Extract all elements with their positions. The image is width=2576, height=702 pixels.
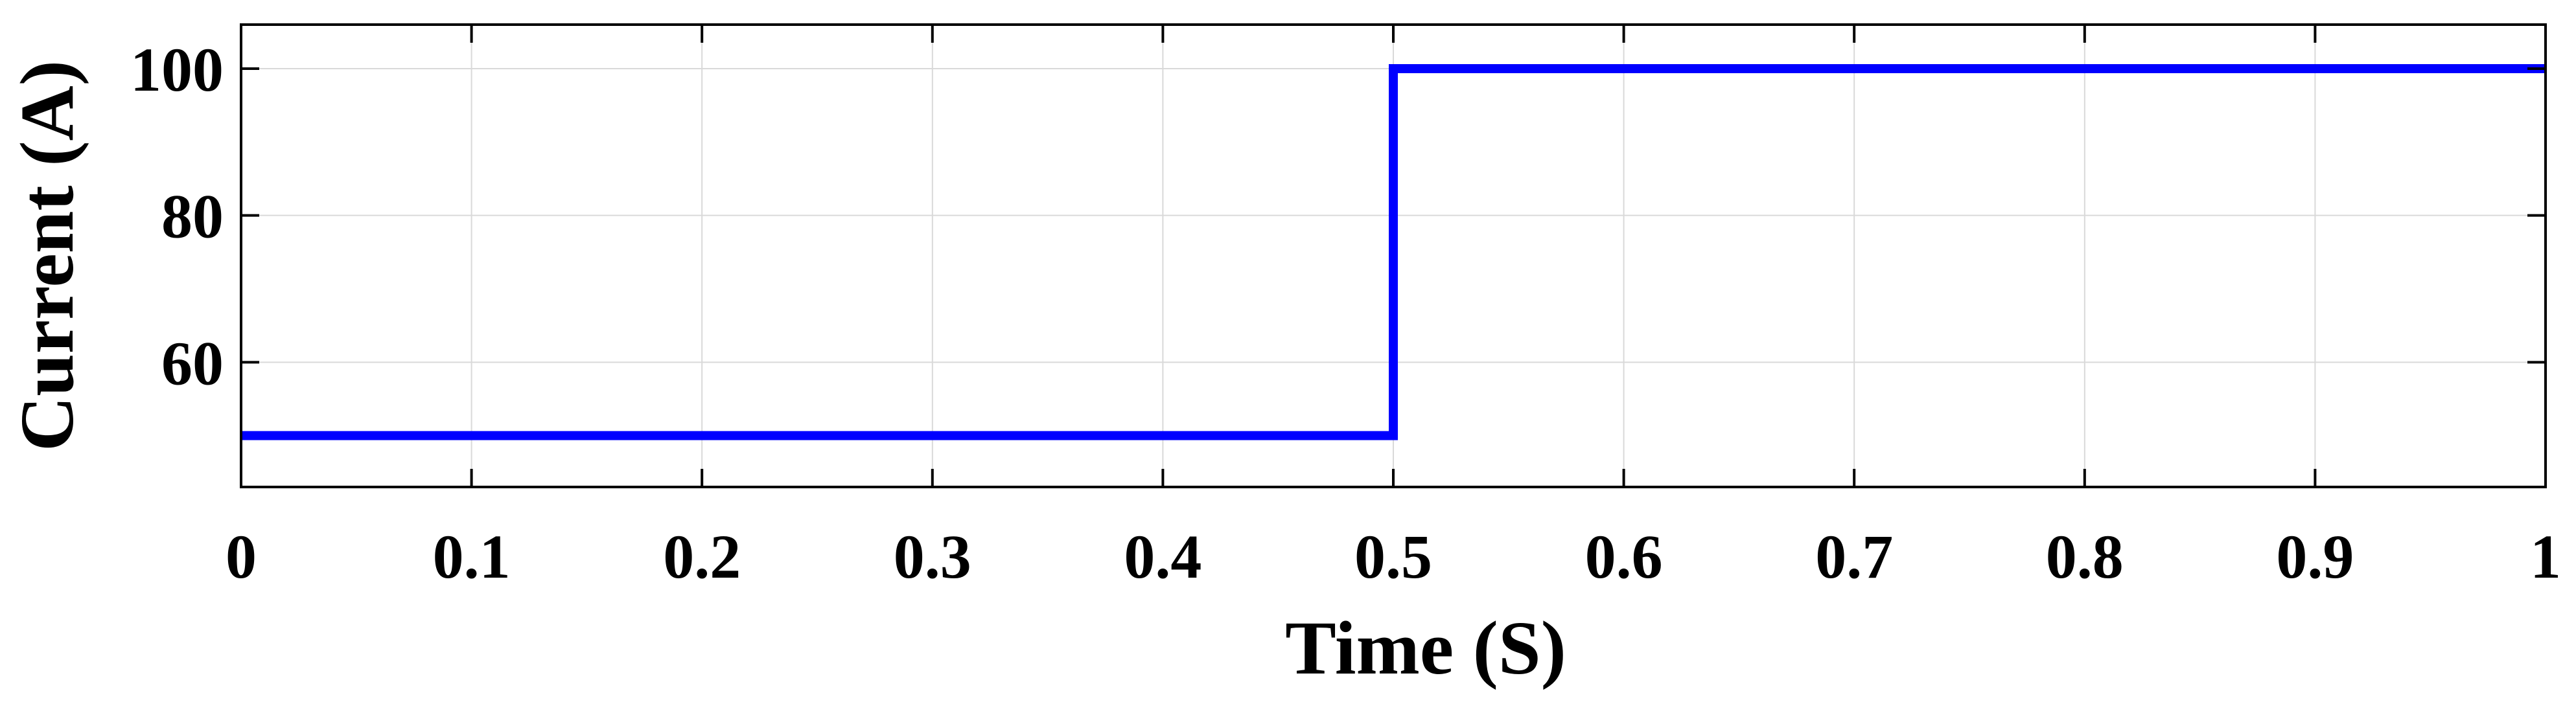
plot-series — [241, 64, 2546, 440]
x-tick-label: 1 — [2530, 522, 2561, 591]
current-series-line — [241, 64, 2546, 440]
axis-ticks: 0 0.1 0.2 0.3 0.4 0.5 0.6 0.7 0.8 0.9 1 60 80 100 — [130, 25, 2561, 591]
y-tick-label: 80 — [161, 182, 224, 251]
x-tick-label: 0.8 — [2046, 522, 2124, 591]
x-tick-label: 0.4 — [1124, 522, 1201, 591]
y-axis-label: Current (A) — [5, 60, 89, 451]
y-tick-label: 60 — [161, 328, 224, 398]
x-tick-label: 0.6 — [1585, 522, 1663, 591]
x-tick-label: 0.9 — [2276, 522, 2354, 591]
x-tick-label: 0.7 — [1815, 522, 1893, 591]
x-axis-label: Time (S) — [1285, 606, 1566, 690]
x-tick-label: 0.5 — [1354, 522, 1432, 591]
x-tick-label: 0.3 — [894, 522, 971, 591]
x-tick-label: 0.2 — [663, 522, 741, 591]
y-tick-label: 100 — [130, 35, 224, 104]
x-tick-label: 0.1 — [433, 522, 511, 591]
x-tick-label: 0 — [226, 522, 257, 591]
